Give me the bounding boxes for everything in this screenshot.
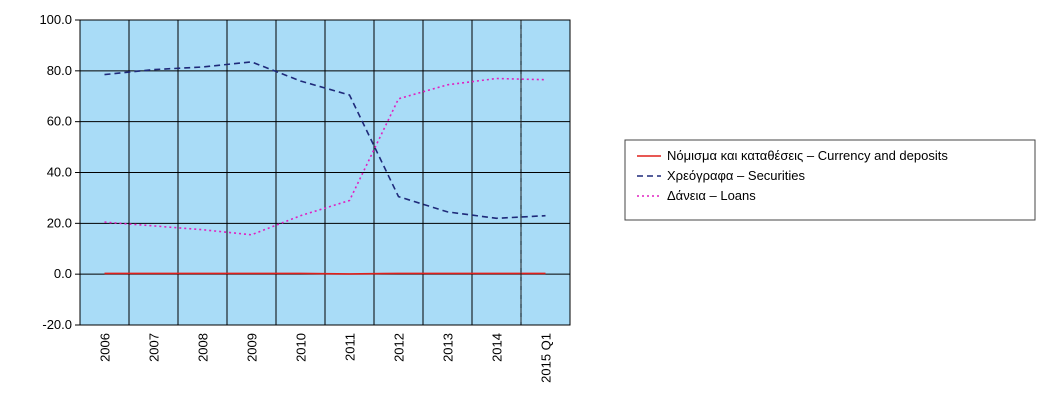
x-tick-label: 2014 [490,333,505,362]
legend-box [624,139,1036,221]
series-line-2 [104,61,546,220]
x-tick-label: 2007 [147,333,162,362]
x-tick-label: 2008 [196,333,211,362]
y-tick-label: 80.0 [47,63,72,78]
legend-label-3: Δάνεια – Loans [667,188,756,203]
x-tick-label: 2006 [98,333,113,362]
plot-border [79,19,571,326]
y-tick-label: 60.0 [47,114,72,129]
y-tick-label: 100.0 [39,12,72,27]
y-tick-label: 20.0 [47,215,72,230]
y-tick-label: 40.0 [47,165,72,180]
series-line-3 [104,77,546,236]
legend-label-2: Χρεόγραφα – Securities [667,168,805,183]
x-tick-label: 2013 [441,333,456,362]
x-tick-label: 2011 [343,333,358,361]
legend: Νόμισμα και καταθέσεις – Currency and de… [624,139,1036,221]
series-line-1 [104,272,546,275]
y-tick-label: 0.0 [54,266,72,281]
x-tick-label: 2015 Q1 [539,333,554,383]
x-tick-label: 2010 [294,333,309,362]
x-axis-tick-labels: 2006 2007 2008 2009 2010 2011 2012 2013 2014 2015… [98,333,554,383]
y-axis-tick-labels: 100.0 80.0 60.0 40.0 20.0 0.0 -20.0 [39,12,72,332]
series-lines [104,61,546,275]
x-tick-label: 2012 [392,333,407,362]
legend-label-1: Νόμισμα και καταθέσεις – Currency and de… [667,148,948,163]
x-tick-label: 2009 [245,333,260,362]
y-tick-label: -20.0 [42,317,72,332]
